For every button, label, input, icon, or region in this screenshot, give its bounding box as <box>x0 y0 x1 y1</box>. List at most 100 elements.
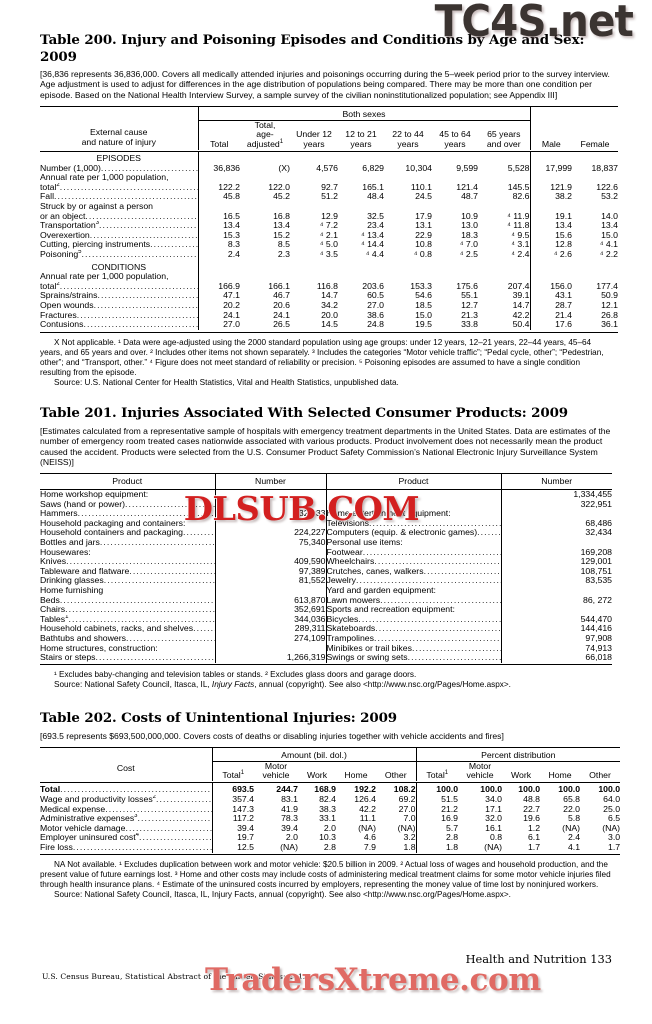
table202-group-percent: Percent distribution <box>415 747 621 762</box>
table-row: total2 .................................… <box>40 280 618 292</box>
leader-dots: ........................................… <box>65 605 215 615</box>
table-cell: 108.2 <box>393 784 416 795</box>
table-row: Home workshop equipment: 1,334,455 <box>40 489 612 500</box>
table-cell: 1.2 <box>527 822 541 833</box>
table-cell: 147.3 <box>211 804 254 815</box>
table-cell: 17.1 <box>485 803 503 814</box>
table-row: Struck by or against a person <box>40 201 618 212</box>
table-cell: 4,576 <box>316 162 338 173</box>
table-cell: 39.4 <box>211 823 254 834</box>
table-cell: 34.2 <box>321 300 338 310</box>
row-label: Televisions ............................… <box>325 518 501 529</box>
table-cell: 15.0 <box>601 229 619 240</box>
table-cell: 2.0 <box>323 822 336 833</box>
table-cell: 224,227 <box>214 528 326 538</box>
table200-section-conditions-row: CONDITIONS <box>40 259 618 273</box>
table-cell: 5,528 <box>507 162 530 173</box>
leader-dots: ........................................… <box>83 320 198 330</box>
table-cell: 122.6 <box>596 181 619 192</box>
table-cell: 126.4 <box>354 793 376 804</box>
table202-bottom-rule <box>40 853 621 855</box>
leader-dots: ........................................… <box>423 566 501 576</box>
table-row: Housewares: Footwear ....................… <box>40 547 612 558</box>
row-label: Cutting, piercing instruments ..........… <box>40 240 198 250</box>
leader-dots: ........................................… <box>105 804 212 814</box>
row-label: Crutches, canes, walkers ...............… <box>325 566 501 577</box>
table200-group-header-sex <box>529 106 619 121</box>
table-cell: 8.5 <box>277 239 290 250</box>
table-cell: 1,266,319 <box>214 652 326 663</box>
table-cell: 3.0 <box>607 832 621 843</box>
row-label: Household containers and packaging .....… <box>40 528 215 538</box>
leader-dots: ........................................… <box>59 182 198 192</box>
leader-dots: ........................................… <box>68 614 215 624</box>
leader-dots: ........................................… <box>85 211 198 221</box>
table-cell: 153.3 <box>410 280 432 291</box>
leader-dots: ........................................… <box>66 557 215 567</box>
table-cell: 21.3 <box>461 309 478 320</box>
row-label: Skateboards ............................… <box>325 624 501 634</box>
table-row: Tables1 ................................… <box>40 614 612 625</box>
table-cell: 39.4 <box>281 822 298 833</box>
table-cell: 0.8 <box>489 832 503 843</box>
th-amt-motor-vehicle: Motor vehicle <box>262 760 290 781</box>
table-cell: 18.5 <box>415 300 432 310</box>
leader-dots: ........................................… <box>95 653 215 663</box>
table-cell: 129,001 <box>500 557 612 567</box>
table-cell <box>214 585 326 596</box>
row-label: Chairs .................................… <box>40 605 215 615</box>
leader-dots: ........................................… <box>156 794 212 804</box>
table-cell: 26.8 <box>601 309 619 320</box>
leader-dots: ........................................… <box>373 633 501 643</box>
table-cell: 6.1 <box>527 832 541 843</box>
row-label: Bicycles ...............................… <box>325 614 501 625</box>
table-cell: 19.5 <box>415 319 432 330</box>
table202-title: Table 202. Costs of Unintentional Injuri… <box>40 710 398 727</box>
leader-dots: ........................................… <box>193 624 215 634</box>
table-cell: 23.4 <box>367 220 384 231</box>
table-cell: 51.5 <box>415 794 459 805</box>
row-label: Yard and garden equipment: <box>325 585 501 596</box>
table-cell: 100.0 <box>518 784 541 795</box>
table-cell: 11.1 <box>359 813 376 824</box>
table-cell <box>500 585 612 596</box>
leader-dots: ........................................… <box>358 614 501 624</box>
table-row: Overexertion ...........................… <box>40 229 619 241</box>
table202-headnote: [693.5 represents $693,500,000,000. Cove… <box>40 730 504 741</box>
table-cell: ⁴ 4.4 <box>365 249 384 260</box>
table-row: total2 .................................… <box>40 181 619 193</box>
leader-dots: ........................................… <box>89 230 198 240</box>
table-cell: ⁴ 9.5 <box>511 229 530 240</box>
table-cell: 175.6 <box>456 280 478 291</box>
row-label: Employer uninsured cost4 ...............… <box>40 833 212 843</box>
row-label: Annual rate per 1,000 population, <box>40 172 169 183</box>
th-45-to-64: 45 to 64 years <box>439 129 471 149</box>
table-cell: 48.8 <box>523 793 541 804</box>
table-cell <box>500 509 612 519</box>
table-cell: 122.0 <box>268 181 290 192</box>
row-label: Open wounds ............................… <box>40 301 198 311</box>
table-cell: 14.7 <box>321 290 338 301</box>
table-cell: 10.9 <box>461 210 478 221</box>
table-row: Household cabinets, racks, and shelves .… <box>40 624 612 634</box>
table201-bottom-rule <box>40 663 612 665</box>
table-cell: ⁴ 14.4 <box>360 239 384 250</box>
th-number-right: Number <box>500 473 612 490</box>
th-product-right: Product <box>325 473 501 490</box>
table201-footnotes: ¹ Excludes baby-changing and television … <box>54 670 417 680</box>
th-amt-total: Total1 <box>211 761 254 781</box>
table-cell: 166.1 <box>268 280 290 291</box>
table-cell: 13.4 <box>529 221 573 231</box>
table-cell: 169,208 <box>500 547 612 558</box>
table-cell: 36,836 <box>197 163 240 174</box>
table-cell: ⁴ 13.4 <box>360 229 384 240</box>
row-label: Tableware and flatware .................… <box>40 567 215 577</box>
row-label: Personal use items: <box>325 537 501 548</box>
table-cell <box>529 173 573 183</box>
table-cell: 5.8 <box>567 813 581 824</box>
table-cell: 20.2 <box>197 300 240 311</box>
table-row: Chairs .................................… <box>40 604 612 615</box>
row-label: Poisoning5 .............................… <box>40 250 198 260</box>
table-cell: 613,870 <box>214 595 326 606</box>
table-cell: 192.2 <box>354 784 376 795</box>
